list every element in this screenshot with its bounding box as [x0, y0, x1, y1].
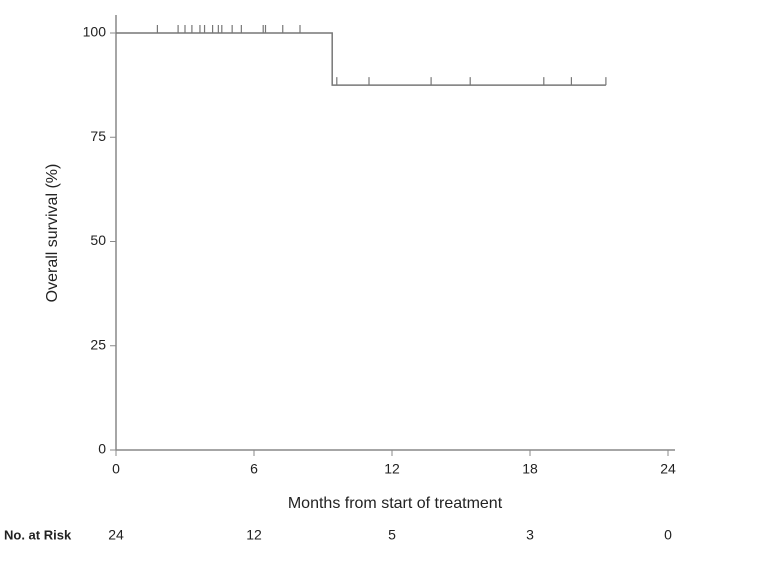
- x-tick-label: 18: [522, 461, 538, 477]
- y-tick-label: 25: [90, 336, 106, 352]
- x-tick-label: 0: [112, 461, 120, 477]
- at-risk-count: 3: [526, 527, 534, 543]
- at-risk-label: No. at Risk: [4, 527, 72, 542]
- x-tick-label: 6: [250, 461, 258, 477]
- at-risk-count: 5: [388, 527, 396, 543]
- at-risk-count: 0: [664, 527, 672, 543]
- y-tick-label: 50: [90, 232, 106, 248]
- y-tick-label: 100: [83, 24, 107, 40]
- at-risk-count: 24: [108, 527, 124, 543]
- at-risk-count: 12: [246, 527, 262, 543]
- y-tick-label: 0: [98, 441, 106, 457]
- x-tick-label: 24: [660, 461, 676, 477]
- survival-curve: [116, 32, 606, 86]
- y-axis-label: Overall survival (%): [44, 164, 61, 303]
- x-axis-label: Months from start of treatment: [288, 495, 503, 512]
- y-tick-label: 75: [90, 128, 106, 144]
- x-tick-label: 12: [384, 461, 400, 477]
